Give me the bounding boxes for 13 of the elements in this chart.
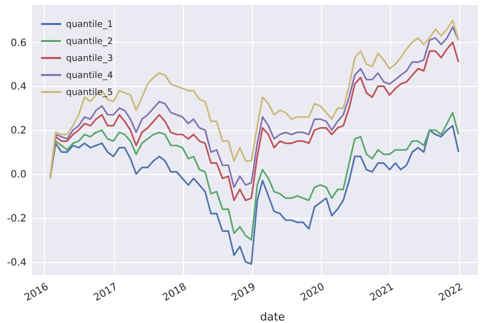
x-axis-title: date <box>260 310 286 323</box>
line-series <box>49 112 460 241</box>
y-tick-label: 0.2 <box>10 126 26 137</box>
legend-label: quantile_2 <box>66 37 113 47</box>
legend-label: quantile_3 <box>66 54 113 64</box>
y-tick-label: 0.0 <box>10 170 26 181</box>
y-tick-label: 0.6 <box>10 38 26 49</box>
y-tick-label: 0.4 <box>10 82 26 93</box>
y-tick-label: -0.4 <box>6 257 26 268</box>
y-tick-label: -0.2 <box>6 213 26 224</box>
legend-label: quantile_4 <box>66 71 114 81</box>
line-series <box>49 124 460 265</box>
legend-label: quantile_1 <box>66 20 113 30</box>
